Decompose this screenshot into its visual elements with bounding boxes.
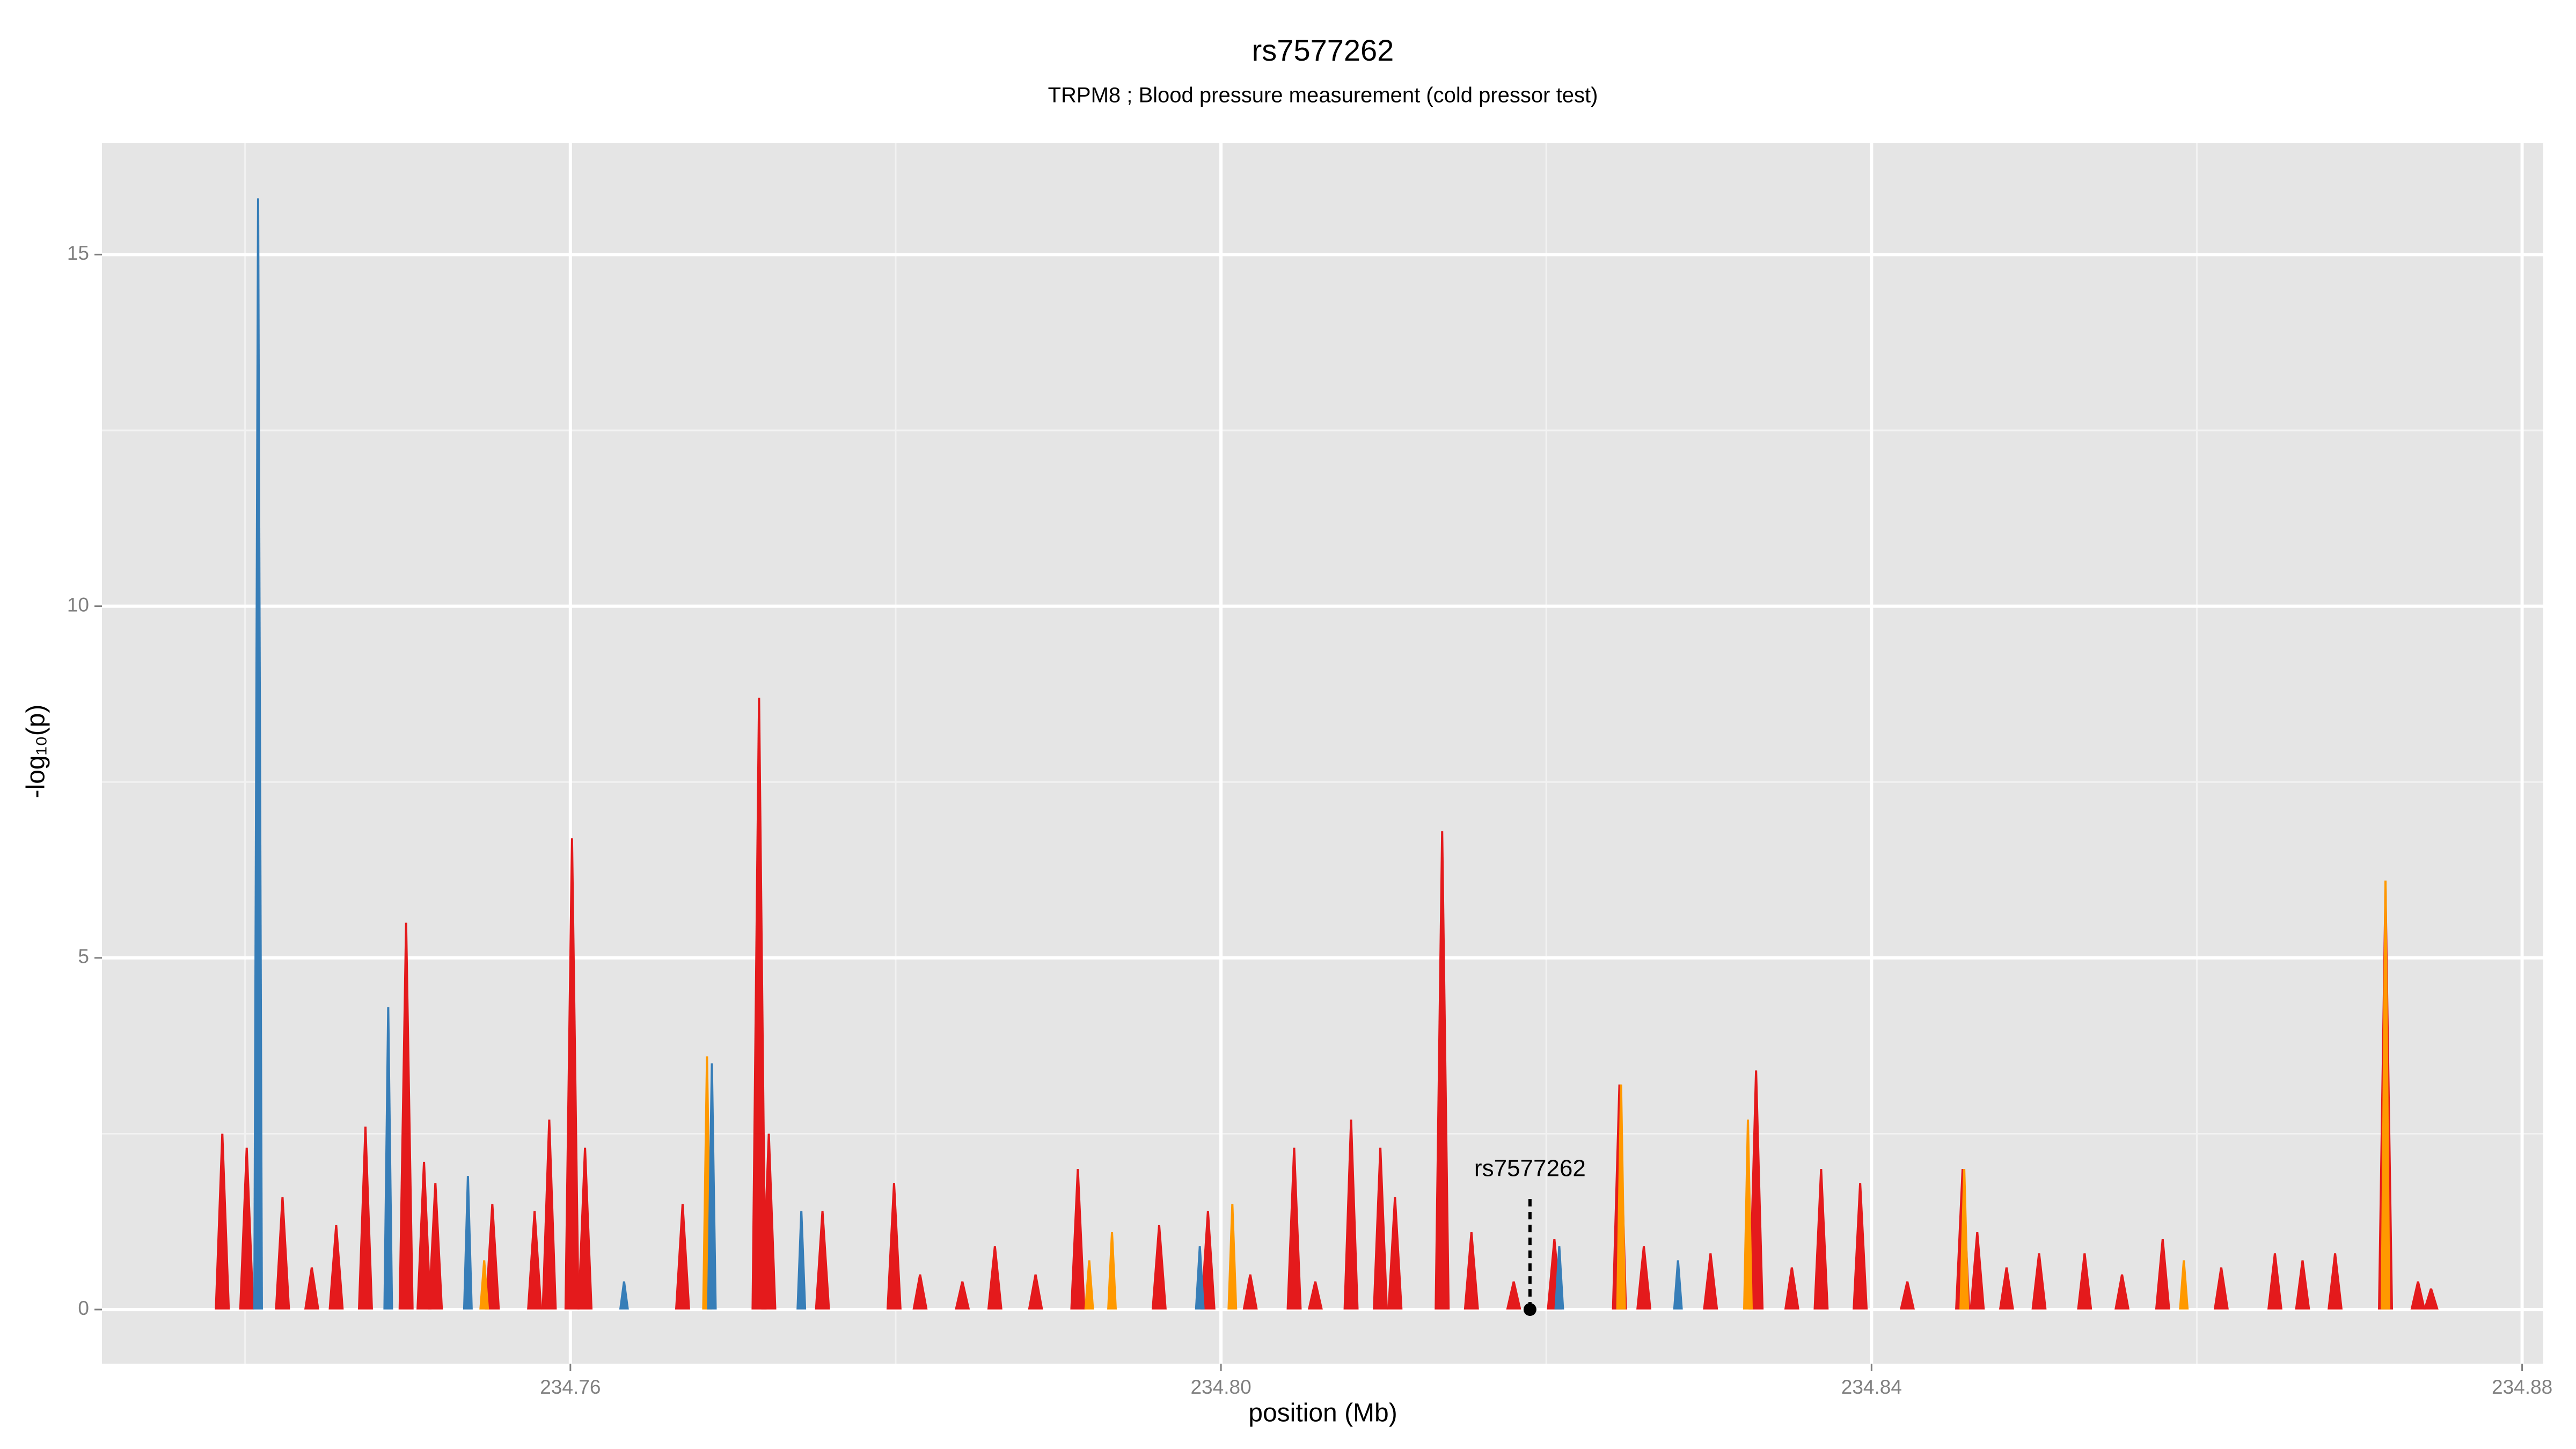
spike <box>479 1260 489 1310</box>
y-tick-label: 5 <box>78 946 89 968</box>
spike <box>1286 1147 1302 1310</box>
spike <box>577 1147 593 1310</box>
y-axis-title: -log₁₀(p) <box>22 705 50 799</box>
spike <box>2423 1288 2439 1310</box>
spike <box>1784 1267 1799 1310</box>
x-tick-label: 234.88 <box>2492 1376 2552 1398</box>
spike <box>815 1211 830 1310</box>
spike <box>1636 1246 1652 1310</box>
y-tick-label: 10 <box>67 594 89 616</box>
spike <box>796 1211 807 1310</box>
x-tick-label: 234.80 <box>1190 1376 1251 1398</box>
spike <box>987 1246 1002 1310</box>
spike <box>1463 1232 1479 1310</box>
spike <box>1959 1168 1970 1310</box>
spike <box>707 1063 717 1310</box>
annotation-point <box>1523 1303 1536 1316</box>
spike <box>1748 1070 1764 1310</box>
spike <box>912 1274 928 1310</box>
spike <box>1070 1168 1086 1310</box>
spike <box>1435 831 1450 1310</box>
spike <box>1028 1274 1043 1310</box>
x-tick-label: 234.76 <box>540 1376 601 1398</box>
spike <box>328 1225 344 1310</box>
spike <box>2267 1253 2282 1310</box>
spike <box>2179 1260 2189 1310</box>
spike <box>1343 1119 1359 1310</box>
spike <box>253 198 263 1310</box>
spike <box>2410 1281 2426 1310</box>
spike <box>2031 1253 2047 1310</box>
spike <box>2077 1253 2092 1310</box>
spike <box>239 1147 254 1310</box>
y-tick-label: 0 <box>78 1297 89 1319</box>
spike <box>1151 1225 1167 1310</box>
spike <box>1703 1253 1718 1310</box>
spike <box>2328 1253 2343 1310</box>
spike <box>1853 1183 1868 1310</box>
spike <box>564 838 580 1310</box>
spike <box>1970 1232 1985 1310</box>
spike <box>1242 1274 1258 1310</box>
spike <box>1084 1260 1094 1310</box>
spike <box>1616 1084 1626 1310</box>
spike <box>2155 1239 2170 1310</box>
spike <box>1999 1267 2014 1310</box>
spike <box>751 697 767 1310</box>
spike <box>2381 880 2391 1310</box>
spike <box>1813 1168 1829 1310</box>
spike <box>463 1176 473 1310</box>
annotation-label: rs7577262 <box>1474 1155 1586 1182</box>
spike <box>398 923 414 1310</box>
spike <box>1743 1119 1753 1310</box>
spike <box>1673 1260 1683 1310</box>
chart-subtitle: TRPM8 ; Blood pressure measurement (cold… <box>1048 84 1598 107</box>
spike <box>383 1007 393 1310</box>
spike <box>1307 1281 1323 1310</box>
spike <box>1227 1204 1238 1310</box>
x-axis-title: position (Mb) <box>1248 1399 1397 1428</box>
spike <box>1107 1232 1117 1310</box>
spike <box>2295 1260 2310 1310</box>
spike <box>215 1133 230 1310</box>
spike <box>761 1133 777 1310</box>
spike <box>304 1267 319 1310</box>
spike <box>357 1126 373 1310</box>
spike <box>275 1197 290 1310</box>
spike <box>485 1204 500 1310</box>
spike <box>1200 1211 1216 1310</box>
x-tick-label: 234.84 <box>1841 1376 1902 1398</box>
spike <box>1900 1281 1915 1310</box>
spike <box>1195 1246 1205 1310</box>
spike <box>541 1119 557 1310</box>
spike <box>2213 1267 2229 1310</box>
spike <box>1506 1281 1521 1310</box>
spike <box>1554 1246 1564 1310</box>
plot-background <box>102 143 2543 1364</box>
spike <box>416 1161 432 1310</box>
spike <box>955 1281 970 1310</box>
spike <box>1387 1197 1403 1310</box>
spike <box>1373 1147 1388 1310</box>
spike <box>619 1281 629 1310</box>
spike <box>527 1211 543 1310</box>
spike <box>886 1183 902 1310</box>
chart-title: rs7577262 <box>1252 33 1394 67</box>
spike <box>675 1204 690 1310</box>
y-tick-label: 15 <box>67 242 89 264</box>
spike <box>2114 1274 2130 1310</box>
spike <box>428 1183 443 1310</box>
